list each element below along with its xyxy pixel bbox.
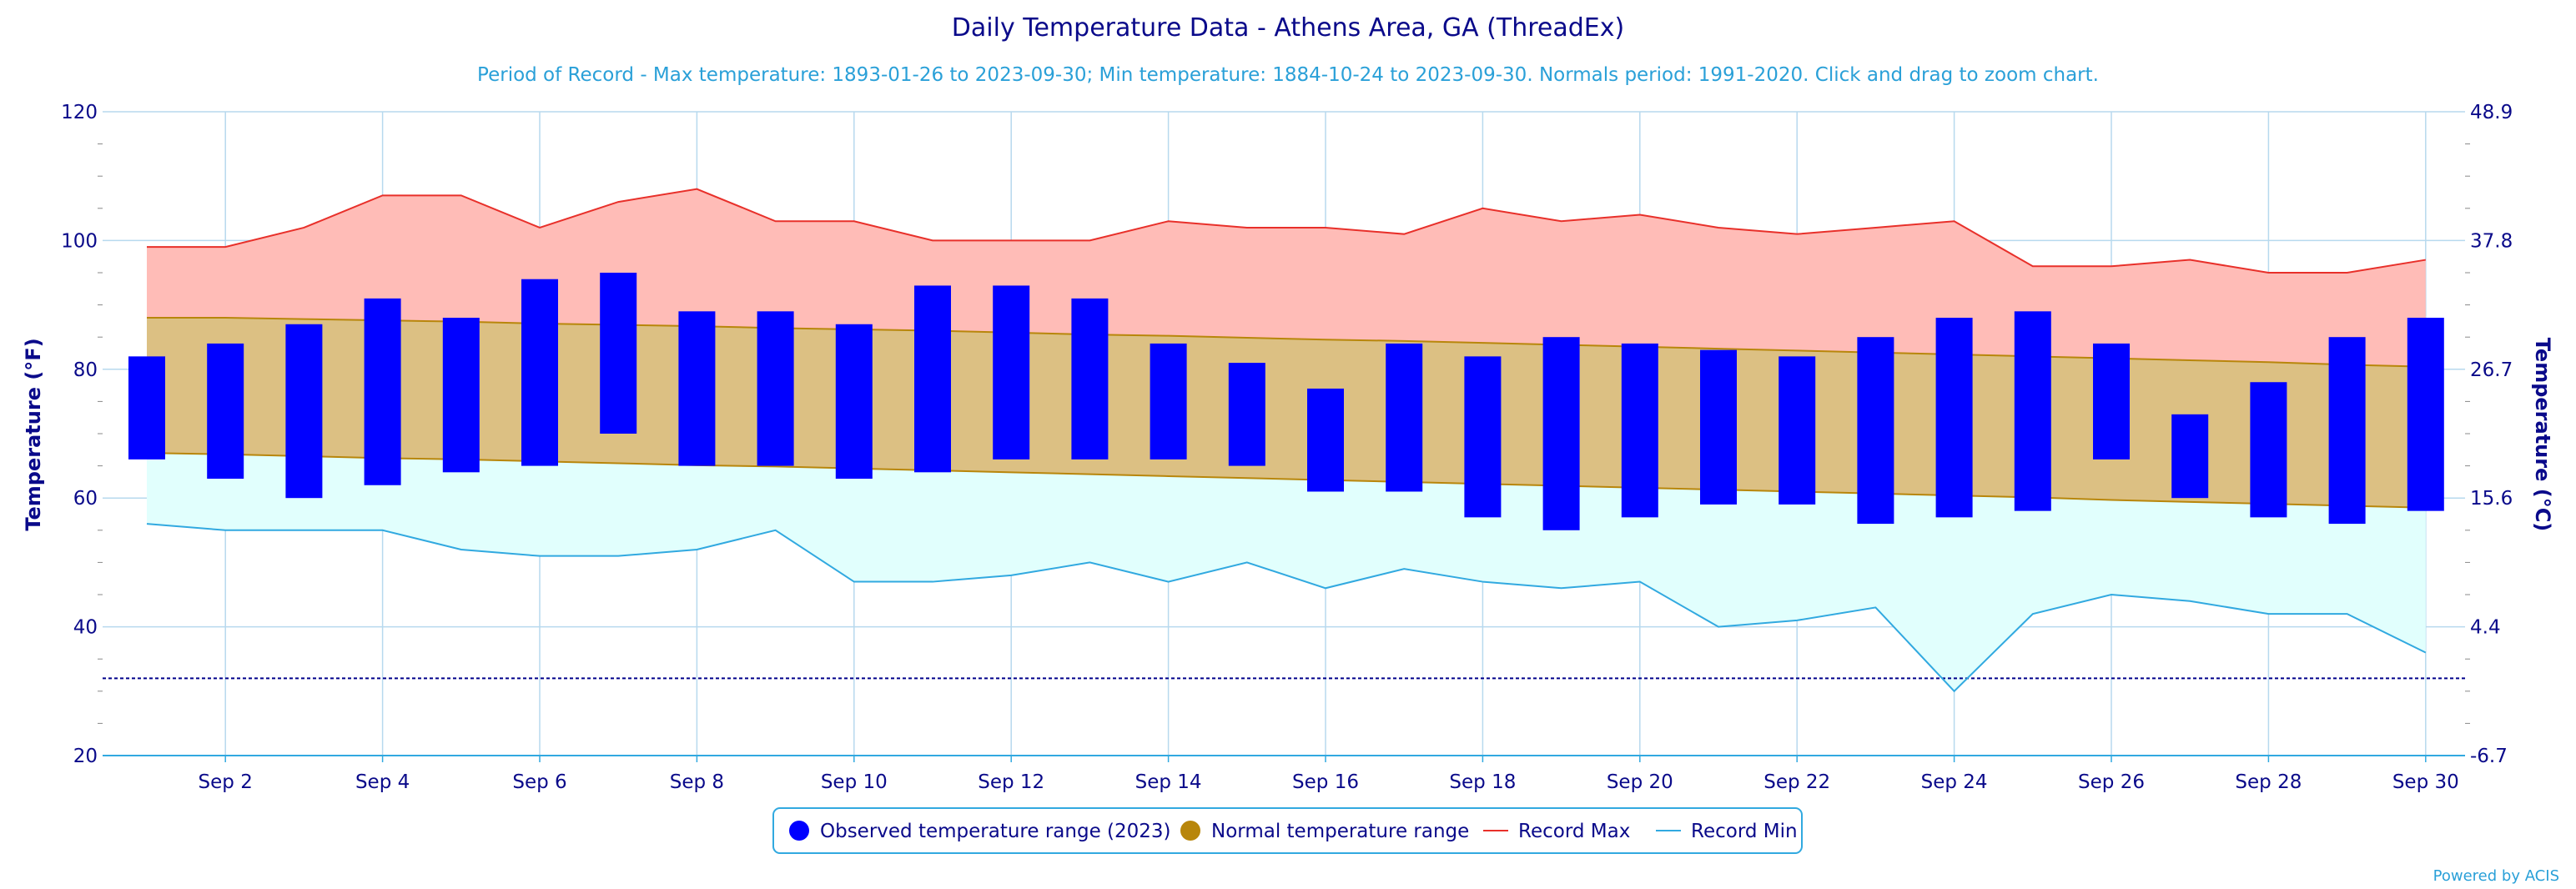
y-tick-label-left: 60: [73, 488, 98, 510]
chart-subtitle: Period of Record - Max temperature: 1893…: [477, 64, 2099, 86]
x-tick-label: Sep 18: [1449, 771, 1516, 793]
observed-range-bar[interactable]: [1307, 388, 1344, 492]
area-layers: [103, 188, 2465, 691]
x-tick-label: Sep 2: [199, 771, 253, 793]
observed-range-bar[interactable]: [1228, 363, 1265, 466]
observed-range-bar[interactable]: [521, 279, 558, 466]
y-tick-label-right: 48.9: [2470, 102, 2513, 123]
x-tick-label: Sep 14: [1135, 771, 1202, 793]
observed-range-bar[interactable]: [835, 324, 873, 480]
y-tick-label-left: 40: [73, 617, 98, 639]
observed-range-bar[interactable]: [1150, 343, 1187, 460]
observed-range-bar[interactable]: [1621, 343, 1658, 518]
observed-range-bar[interactable]: [757, 311, 794, 466]
y-tick-label-left: 100: [61, 230, 98, 252]
legend-item-record-min[interactable]: Record Min: [1656, 821, 1798, 842]
x-tick-label: Sep 4: [355, 771, 410, 793]
legend-box: [772, 807, 1803, 854]
observed-range-bar[interactable]: [1464, 356, 1502, 518]
legend-item-observed[interactable]: Observed temperature range (2023): [789, 821, 1171, 842]
observed-range-bar[interactable]: [1857, 337, 1894, 525]
x-tick-label: Sep 22: [1763, 771, 1830, 793]
observed-range-bar[interactable]: [2250, 382, 2287, 518]
x-tick-label: Sep 30: [2392, 771, 2459, 793]
legend-item-record-max[interactable]: Record Max: [1483, 821, 1630, 842]
observed-range-bar[interactable]: [2014, 311, 2051, 511]
record-max-band: [147, 188, 2426, 367]
y-tick-label-right: 26.7: [2470, 359, 2513, 381]
observed-range-bar[interactable]: [364, 298, 401, 485]
normal-range-band: [147, 318, 2426, 508]
credit-link[interactable]: Powered by ACIS: [2433, 867, 2559, 885]
record-max-line: [147, 188, 2426, 274]
x-tick-label: Sep 16: [1292, 771, 1359, 793]
x-tick-label: Sep 20: [1607, 771, 1673, 793]
observed-range-bar[interactable]: [2093, 343, 2130, 460]
legend[interactable]: Observed temperature range (2023) Normal…: [772, 807, 1803, 854]
observed-range-bar[interactable]: [2328, 337, 2366, 525]
observed-bars[interactable]: [128, 273, 2444, 530]
x-tick-label: Sep 6: [512, 771, 566, 793]
observed-range-bar[interactable]: [1386, 343, 1423, 492]
observed-range-bar[interactable]: [678, 311, 716, 466]
y-tick-label-right: -6.7: [2470, 746, 2508, 767]
y-tick-label-right: 15.6: [2470, 488, 2513, 510]
legend-normal-label: Normal temperature range: [1211, 821, 1469, 842]
y-tick-label-left: 20: [73, 746, 98, 767]
x-tick-label: Sep 28: [2235, 771, 2302, 793]
legend-normal-marker: [1180, 821, 1200, 841]
y-tick-label-left: 80: [73, 359, 98, 381]
observed-range-bar[interactable]: [600, 273, 637, 434]
x-tick-label: Sep 10: [821, 771, 888, 793]
observed-range-bar[interactable]: [285, 324, 323, 499]
legend-observed-marker: [789, 821, 809, 841]
x-tick-label: Sep 8: [670, 771, 724, 793]
observed-range-bar[interactable]: [914, 285, 951, 473]
x-tick-label: Sep 12: [978, 771, 1044, 793]
observed-range-bar[interactable]: [1935, 318, 1973, 518]
observed-range-bar[interactable]: [1779, 356, 1816, 505]
observed-range-bar[interactable]: [993, 285, 1030, 460]
record-min-band: [147, 453, 2426, 691]
y-tick-label-right: 4.4: [2470, 617, 2501, 639]
legend-item-normal[interactable]: Normal temperature range: [1180, 821, 1469, 842]
record-lines: [146, 188, 2427, 693]
legend-record-max-label: Record Max: [1518, 821, 1630, 842]
y-axis-title-right: Temperature (°C): [2531, 338, 2554, 532]
observed-range-bar[interactable]: [2171, 414, 2209, 499]
y-axis-title-left: Temperature (°F): [22, 338, 45, 530]
record-min-line: [146, 523, 2427, 693]
observed-range-bar[interactable]: [1700, 349, 1737, 505]
observed-range-bar[interactable]: [2407, 318, 2444, 511]
observed-range-bar[interactable]: [128, 356, 165, 460]
legend-record-min-label: Record Min: [1691, 821, 1798, 842]
observed-range-bar[interactable]: [442, 318, 480, 473]
observed-range-bar[interactable]: [207, 343, 244, 480]
axes: 20 -6.7 40 4.4 60 15.6 80 26.7 100 37.8 120 48.9 Sep…: [61, 102, 2513, 793]
y-tick-label-left: 120: [61, 102, 98, 123]
x-tick-label: Sep 26: [2078, 771, 2145, 793]
observed-range-bar[interactable]: [1071, 298, 1109, 460]
x-tick-label: Sep 24: [1921, 771, 1988, 793]
y-tick-label-right: 37.8: [2470, 230, 2513, 252]
legend-observed-label: Observed temperature range (2023): [820, 821, 1171, 842]
chart-title: Daily Temperature Data - Athens Area, GA…: [952, 13, 1624, 43]
observed-range-bar[interactable]: [1542, 337, 1580, 530]
